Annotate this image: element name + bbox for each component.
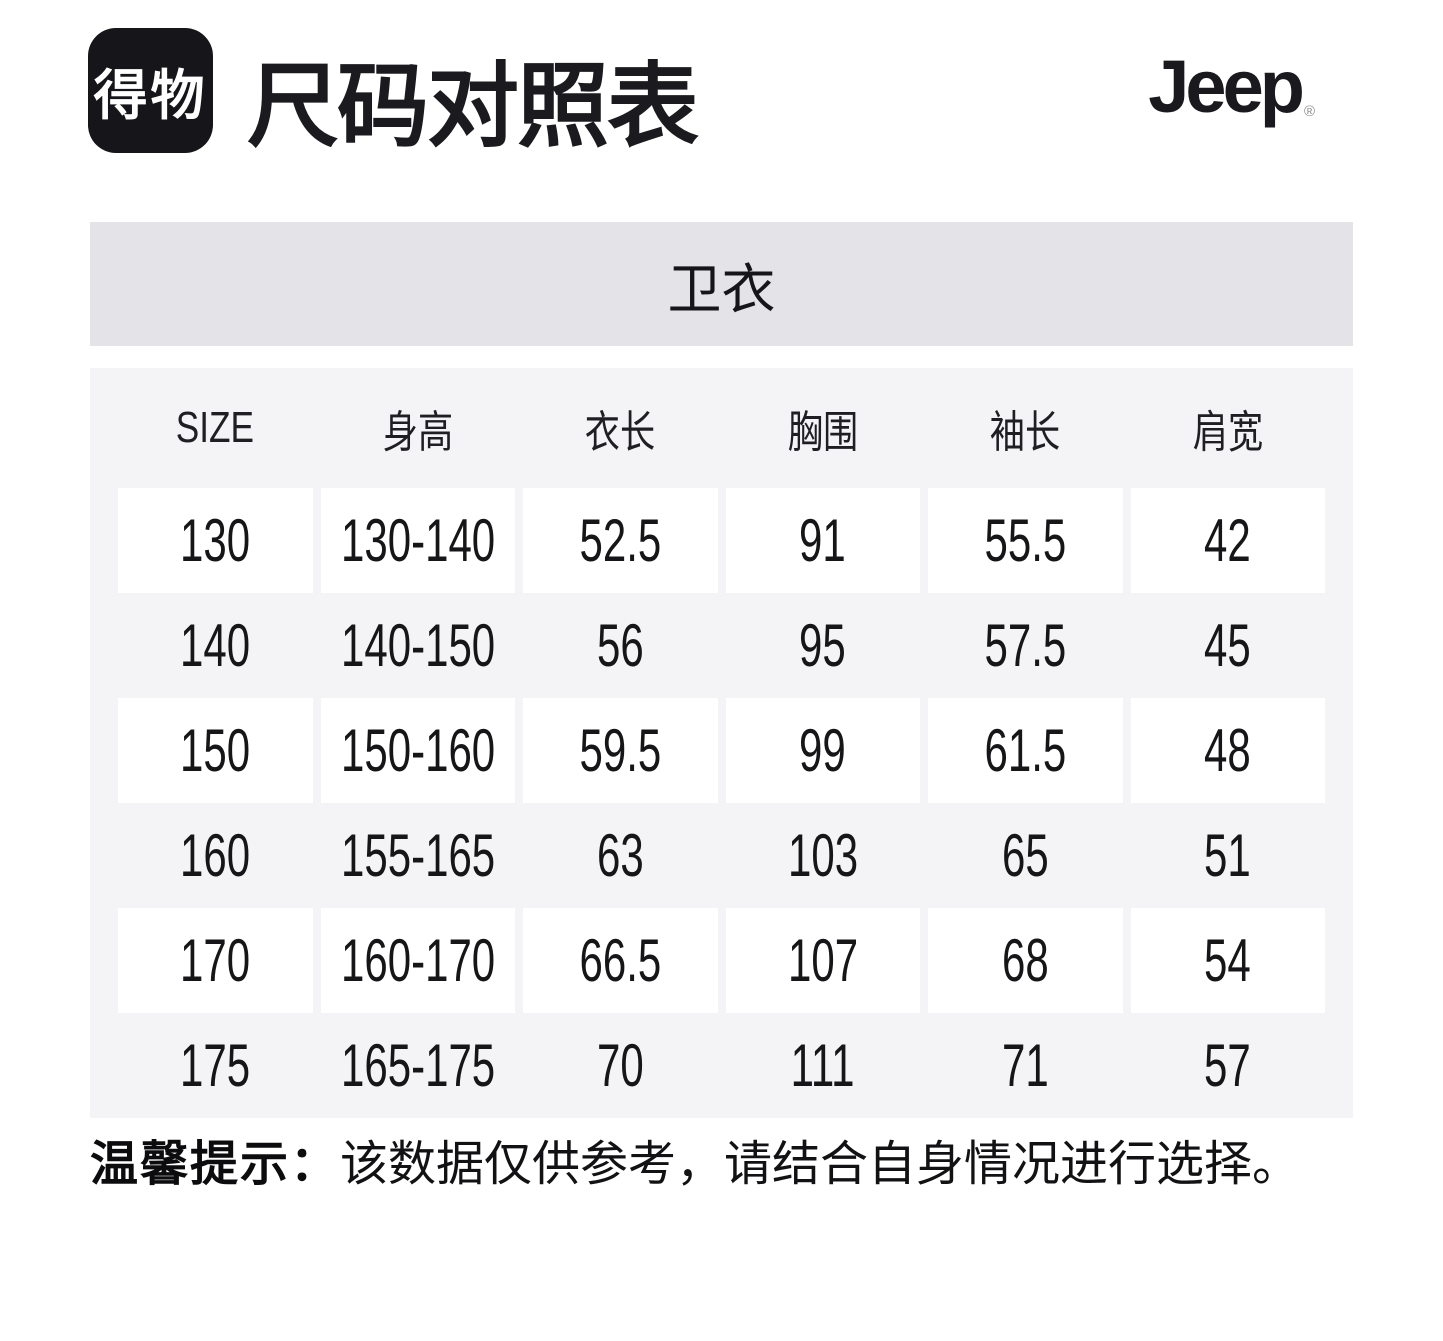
garment-length-cell: 63 xyxy=(596,822,644,889)
sleeve-length-cell: 65 xyxy=(1001,822,1049,889)
category-label: 卫衣 xyxy=(667,259,776,320)
height-cell: 160-170 xyxy=(320,908,515,1013)
shoulder-width-cell: 48 xyxy=(1130,698,1325,803)
sleeve-length-cell: 71 xyxy=(1001,1032,1049,1099)
height-cell: 155-165 xyxy=(340,822,495,889)
table-row-140: 140 140-150 56 95 57.5 45 xyxy=(118,593,1325,698)
col-header-sleeve-length: 袖长 xyxy=(990,408,1061,457)
height-cell: 165-175 xyxy=(340,1032,495,1099)
tip-text: 该数据仅供参考，请结合自身情况进行选择。 xyxy=(340,1138,1301,1191)
table-row-170: 170 160-170 66.5 107 68 54 xyxy=(118,908,1325,1013)
chest-cell: 103 xyxy=(787,822,858,889)
sleeve-length-cell: 55.5 xyxy=(928,488,1123,593)
dewu-logo: 得物 xyxy=(88,27,213,153)
chest-cell: 107 xyxy=(725,908,920,1013)
col-header-height: 身高 xyxy=(382,408,453,457)
size-cell: 150 xyxy=(118,698,313,803)
chest-cell: 95 xyxy=(799,612,847,679)
table-row-160: 160 155-165 63 103 65 51 xyxy=(118,803,1325,908)
col-header-chest: 胸围 xyxy=(787,408,858,457)
shoulder-width-cell: 42 xyxy=(1130,488,1325,593)
chest-cell: 99 xyxy=(725,698,920,803)
height-cell: 130-140 xyxy=(320,488,515,593)
col-header-garment-length: 衣长 xyxy=(585,408,656,457)
shoulder-width-cell: 57 xyxy=(1204,1032,1252,1099)
sleeve-length-cell: 68 xyxy=(928,908,1123,1013)
reference-tip: 温馨提示：该数据仅供参考，请结合自身情况进行选择。 xyxy=(90,1134,1400,1196)
chest-cell: 91 xyxy=(725,488,920,593)
shoulder-width-cell: 45 xyxy=(1204,612,1252,679)
garment-length-cell: 70 xyxy=(596,1032,644,1099)
jeep-logo: Jeep ® xyxy=(1148,44,1315,129)
category-bar: 卫衣 xyxy=(90,222,1353,346)
sleeve-length-cell: 61.5 xyxy=(928,698,1123,803)
col-header-shoulder-width: 肩宽 xyxy=(1192,408,1263,457)
registered-trademark-icon: ® xyxy=(1303,102,1315,120)
garment-length-cell: 66.5 xyxy=(523,908,718,1013)
size-cell: 175 xyxy=(180,1032,251,1099)
garment-length-cell: 52.5 xyxy=(523,488,718,593)
chest-cell: 111 xyxy=(790,1032,855,1099)
shoulder-width-cell: 51 xyxy=(1204,822,1252,889)
height-cell: 150-160 xyxy=(320,698,515,803)
garment-length-cell: 56 xyxy=(596,612,644,679)
size-cell: 130 xyxy=(118,488,313,593)
col-header-size: SIZE xyxy=(176,403,255,452)
size-table: SIZE 身高 衣长 胸围 袖长 肩宽 130 130-140 52.5 91 … xyxy=(90,368,1353,1118)
shoulder-width-cell: 54 xyxy=(1130,908,1325,1013)
page-header: 得物 尺码对照表 Jeep ® xyxy=(88,27,1443,158)
size-cell: 140 xyxy=(180,612,251,679)
table-header-row: SIZE 身高 衣长 胸围 袖长 肩宽 xyxy=(118,368,1325,488)
jeep-logo-text: Jeep xyxy=(1148,44,1305,128)
tip-label: 温馨提示： xyxy=(90,1138,341,1191)
table-row-150: 150 150-160 59.5 99 61.5 48 xyxy=(118,698,1325,803)
table-row-130: 130 130-140 52.5 91 55.5 42 xyxy=(118,488,1325,593)
height-cell: 140-150 xyxy=(340,612,495,679)
table-row-175: 175 165-175 70 111 71 57 xyxy=(118,1013,1325,1118)
size-cell: 160 xyxy=(180,822,251,889)
size-cell: 170 xyxy=(118,908,313,1013)
garment-length-cell: 59.5 xyxy=(523,698,718,803)
page-title: 尺码对照表 xyxy=(247,55,699,158)
dewu-logo-text: 得物 xyxy=(93,65,208,126)
sleeve-length-cell: 57.5 xyxy=(984,612,1067,679)
